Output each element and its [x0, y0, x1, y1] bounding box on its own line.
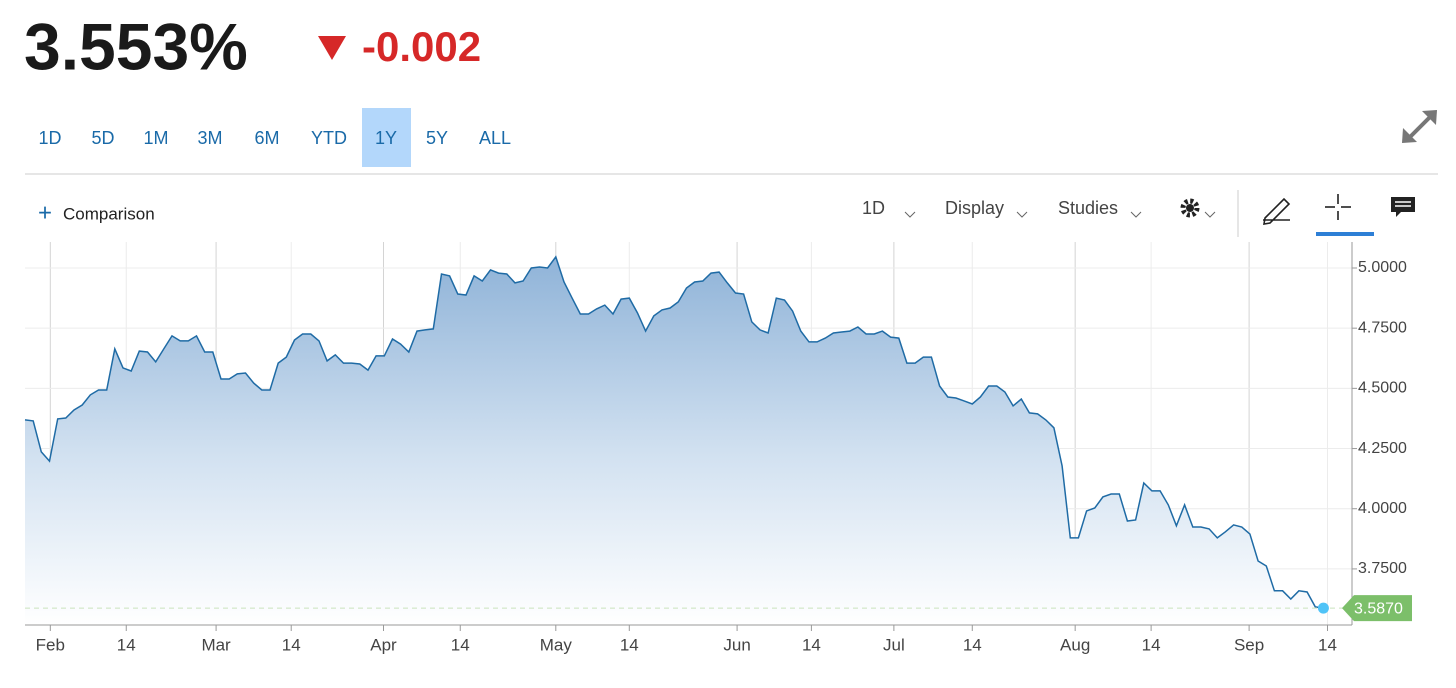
x-tick-label: 14 [1318, 635, 1337, 654]
chevron [904, 211, 916, 218]
expand-icon[interactable] [1402, 110, 1437, 143]
range-tabs: 1D 5D 1M 3M 6M YTD 1Y 5Y ALL [38, 108, 511, 167]
range-tab[interactable]: 5D [91, 128, 114, 148]
y-tick-label: 4.0000 [1358, 500, 1407, 517]
x-tick-label: 14 [802, 635, 821, 654]
chevron [1016, 211, 1028, 218]
range-tab[interactable]: YTD [311, 128, 347, 148]
plus-icon[interactable]: + [38, 199, 52, 226]
area-fill [25, 256, 1324, 625]
x-tick-label: Mar [201, 635, 231, 654]
x-tick-label: 14 [451, 635, 470, 654]
down-arrow [318, 36, 346, 60]
range-tab[interactable]: 6M [254, 128, 279, 148]
x-tick-label: Jun [723, 635, 750, 654]
y-tick-label: 4.7500 [1358, 319, 1407, 336]
chevron [1204, 211, 1216, 218]
x-tick-label: 14 [117, 635, 136, 654]
x-tick-label: 14 [1142, 635, 1161, 654]
range-tab[interactable]: 1D [38, 128, 61, 148]
last-value-label: 3.5870 [1354, 600, 1403, 617]
last-value-tag [1342, 595, 1412, 622]
x-tick-label: 14 [620, 635, 639, 654]
active-tab [362, 108, 411, 167]
crosshair-icon[interactable] [1325, 194, 1351, 220]
y-tick-label: 3.7500 [1358, 560, 1407, 577]
range-tab[interactable]: 1M [143, 128, 168, 148]
comparison-button[interactable]: Comparison [63, 204, 155, 223]
range-tab[interactable]: 1Y [375, 128, 397, 148]
x-tick-label: 14 [282, 635, 301, 654]
price: 3.553% [24, 9, 248, 83]
range-tab[interactable]: 5Y [426, 128, 448, 148]
studies-button[interactable]: Studies [1058, 198, 1118, 218]
range-tab[interactable]: ALL [479, 128, 511, 148]
interval-button[interactable]: 1D [862, 198, 885, 218]
y-tick-label: 4.2500 [1358, 440, 1407, 457]
x-tick-label: May [540, 635, 573, 654]
x-tick-label: Sep [1234, 635, 1264, 654]
x-tick-label: 14 [963, 635, 982, 654]
active-underline [1316, 232, 1374, 236]
x-tick-label: Feb [36, 635, 65, 654]
draw-icon[interactable] [1263, 197, 1291, 225]
last-point [1317, 602, 1329, 614]
display-button[interactable]: Display [945, 198, 1004, 218]
y-tick-label: 4.5000 [1358, 380, 1407, 397]
x-tick-label: Apr [370, 635, 397, 654]
price-line [24, 255, 1324, 609]
chevron [1130, 211, 1142, 218]
x-tick-label: Aug [1060, 635, 1090, 654]
comment-icon[interactable] [1391, 197, 1415, 217]
x-tick-label: Jul [883, 635, 905, 654]
range-tab[interactable]: 3M [197, 128, 222, 148]
y-tick-label: 5.0000 [1358, 259, 1407, 276]
settings-icon[interactable] [1180, 198, 1200, 218]
plot: Feb 14 Mar 14 Apr 14 May 14 Jun 14 Jul 14 Aug 14 Sep 14… [24, 242, 1412, 654]
change: -0.002 [362, 23, 481, 70]
